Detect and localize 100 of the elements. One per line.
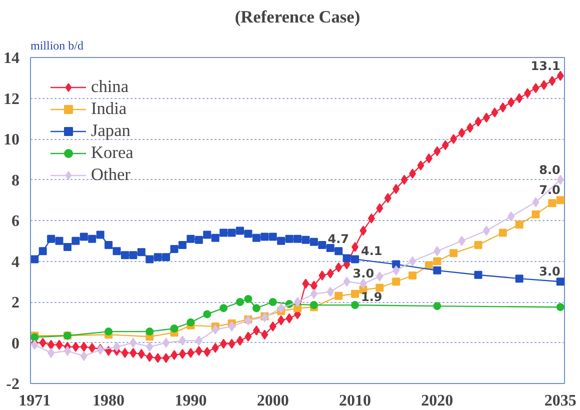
point	[194, 236, 203, 244]
point	[556, 303, 564, 312]
x-tick-label: 1990	[174, 392, 207, 410]
point	[30, 255, 39, 264]
annotation: 7.0	[539, 183, 560, 198]
point	[55, 236, 64, 245]
point	[433, 266, 442, 274]
legend-label: china	[91, 77, 129, 97]
point	[48, 348, 55, 358]
y-tick-label: 10	[4, 132, 20, 148]
point	[392, 265, 400, 276]
point	[278, 303, 285, 314]
point	[96, 230, 104, 239]
point	[146, 342, 154, 352]
point	[326, 244, 334, 252]
point	[334, 292, 343, 300]
point	[129, 251, 138, 260]
annotation: 3.0	[352, 266, 374, 281]
point	[260, 232, 269, 241]
x-tick-label: 2020	[421, 392, 454, 410]
point	[532, 197, 540, 208]
point	[458, 236, 466, 246]
y-tick-label: 8	[12, 172, 20, 190]
point	[343, 276, 350, 287]
point	[104, 240, 113, 249]
point	[186, 318, 195, 326]
point	[409, 256, 416, 266]
point	[548, 199, 556, 208]
point	[482, 226, 490, 236]
point	[556, 196, 564, 204]
point	[318, 240, 326, 249]
annotation: 13.1	[530, 58, 560, 73]
point	[186, 234, 195, 243]
point	[326, 286, 334, 297]
point	[220, 228, 228, 237]
y-tick-label: 0	[12, 335, 20, 352]
point	[38, 247, 47, 256]
legend-label: Korea	[91, 143, 134, 163]
y-tick-label: 6	[12, 213, 20, 230]
point	[228, 321, 236, 332]
y-tick-label: 2	[12, 294, 20, 312]
point	[252, 304, 260, 312]
point	[294, 234, 302, 243]
point	[556, 174, 564, 185]
point	[515, 274, 524, 283]
point	[63, 242, 72, 251]
point	[351, 255, 360, 264]
point	[170, 245, 178, 254]
point	[285, 234, 294, 243]
x-tick-label: 1980	[92, 392, 125, 410]
point	[302, 236, 310, 244]
point	[450, 249, 458, 258]
point	[146, 255, 154, 264]
point	[80, 350, 88, 361]
point	[64, 346, 71, 356]
legend-label: Japan	[91, 121, 130, 141]
annotation: 4.7	[328, 232, 350, 246]
point	[228, 228, 236, 237]
y-axis-title: million b/d	[30, 38, 84, 52]
annotation: 1.9	[361, 290, 382, 304]
point	[252, 234, 260, 242]
point	[351, 290, 360, 298]
point	[408, 272, 417, 280]
point	[80, 232, 88, 241]
point	[342, 254, 351, 262]
point	[351, 301, 360, 310]
point	[130, 338, 137, 348]
point	[47, 234, 56, 243]
x-tick-label: 1971	[18, 392, 51, 410]
point	[277, 236, 286, 245]
point	[433, 257, 442, 266]
point	[195, 336, 202, 346]
point	[88, 234, 96, 243]
point	[113, 342, 120, 352]
y-tick-label: 14	[4, 50, 20, 67]
point	[162, 253, 170, 262]
point	[120, 251, 129, 260]
point	[498, 228, 507, 237]
point	[334, 247, 343, 256]
point	[236, 226, 244, 235]
point	[268, 298, 277, 306]
legend-label: Other	[91, 165, 130, 185]
x-tick-label: 2000	[256, 392, 289, 410]
point	[170, 324, 178, 332]
point	[268, 232, 277, 241]
legend-label: India	[91, 99, 127, 119]
chart-title: (Reference Case)	[234, 8, 360, 26]
point	[376, 272, 384, 282]
point	[137, 248, 146, 256]
annotation: 8.0	[539, 162, 560, 177]
point	[203, 230, 212, 239]
point	[310, 238, 318, 246]
point	[474, 240, 482, 249]
point	[203, 310, 212, 318]
y-tick-label: -2	[6, 376, 20, 393]
x-tick-label: 2035	[544, 392, 576, 410]
point	[244, 294, 252, 303]
point	[146, 328, 154, 336]
point	[508, 211, 515, 222]
point	[474, 270, 482, 279]
